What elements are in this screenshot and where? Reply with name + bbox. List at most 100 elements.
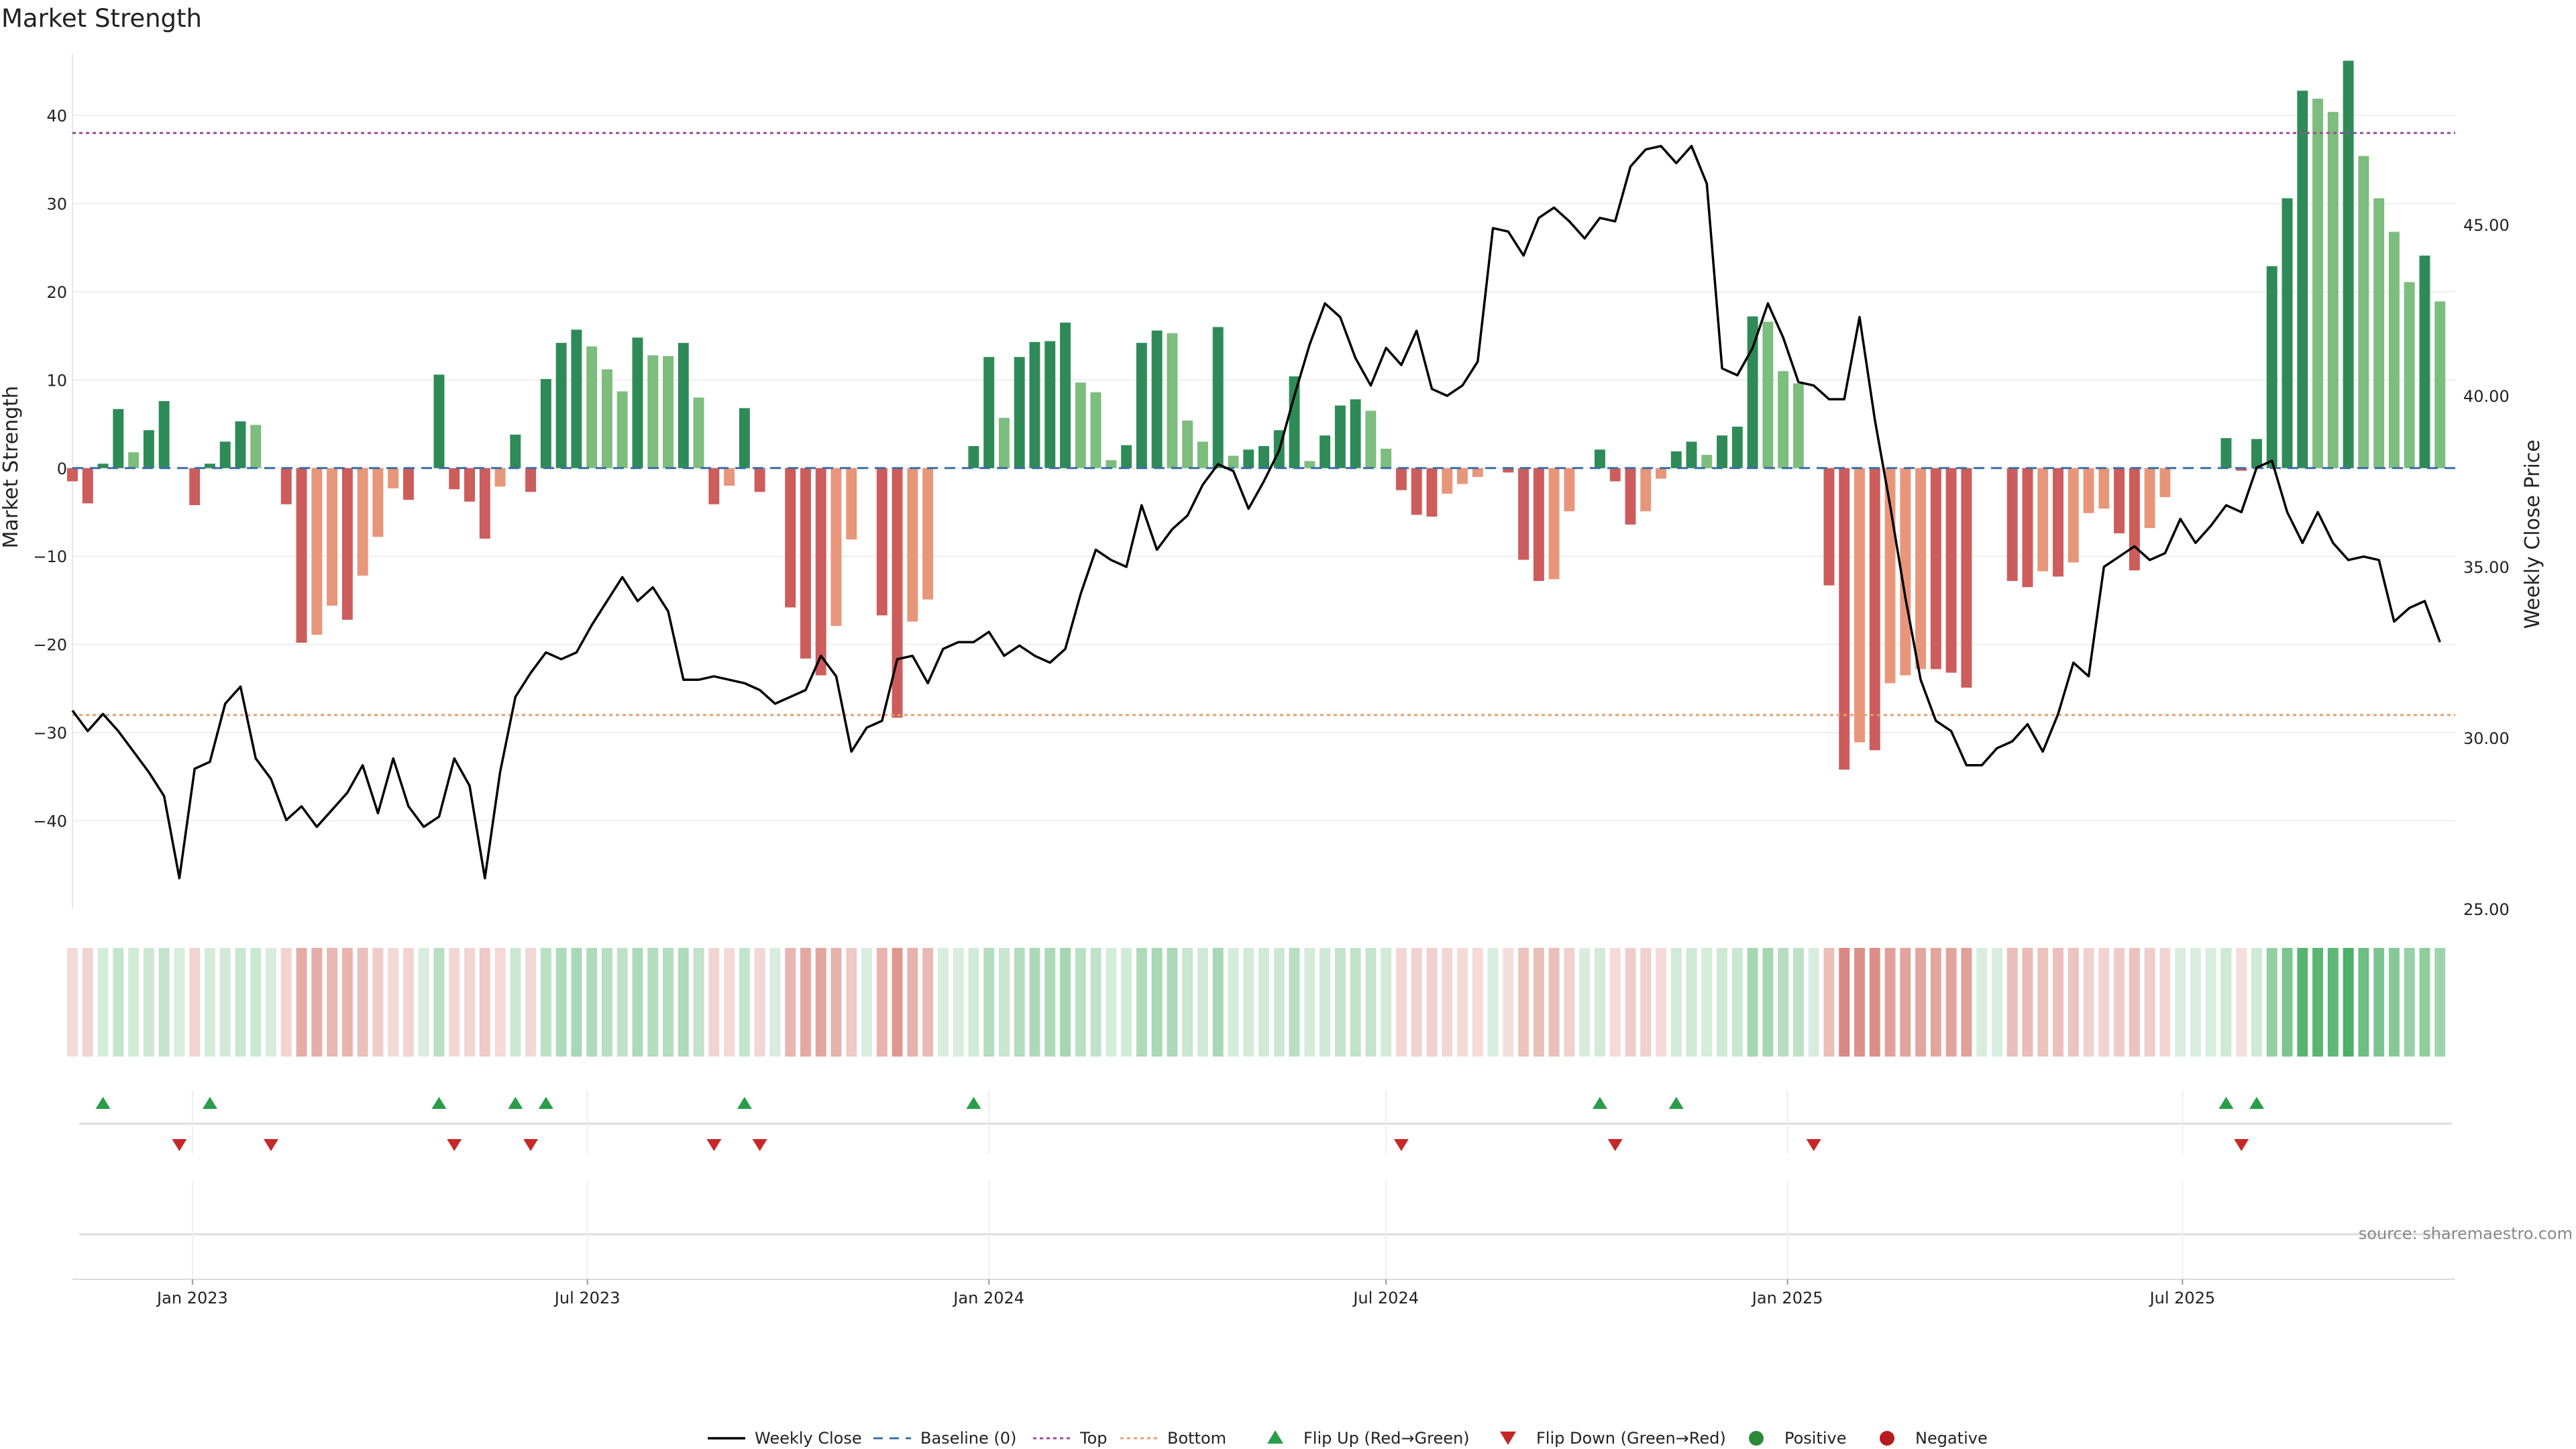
strength-bar-148 (2327, 111, 2339, 468)
legend-label-7: Negative (1915, 1429, 1988, 1448)
heat-cell-8 (189, 948, 201, 1057)
strength-bar-84 (1350, 399, 1361, 468)
strength-bar-131 (2068, 468, 2079, 563)
strength-bar-32 (555, 343, 567, 468)
heat-cell-28 (494, 948, 506, 1057)
strength-bar-80 (1289, 376, 1300, 468)
heat-cell-73 (1182, 948, 1193, 1057)
flip-down-marker-7 (172, 1139, 187, 1151)
heat-cell-31 (540, 948, 551, 1057)
flip-up-marker-24 (431, 1097, 447, 1109)
heat-cell-90 (1442, 948, 1453, 1057)
heat-cell-52 (861, 948, 872, 1057)
strength-bar-155 (2434, 301, 2446, 468)
heat-cell-134 (2114, 948, 2125, 1057)
right-axis: 25.00 30.00 35.00 40.00 45.00 (2463, 216, 2510, 919)
heat-cell-77 (1243, 948, 1254, 1057)
left-tick-5: 10 (46, 371, 67, 390)
heat-cell-137 (2159, 948, 2171, 1057)
strength-bar-91 (1457, 468, 1468, 484)
legend-label-2: Top (1079, 1429, 1108, 1448)
flip-down-marker-101 (1607, 1139, 1623, 1151)
heat-cell-96 (1533, 948, 1544, 1057)
flip-down-marker-13 (264, 1139, 278, 1151)
strength-bar-103 (1640, 468, 1652, 512)
strength-bar-41 (693, 397, 704, 468)
heat-cell-4 (128, 948, 140, 1057)
strength-bar-88 (1411, 468, 1422, 515)
x-tick-label-1: Jul 2023 (553, 1289, 621, 1307)
flip-up-marker-105 (1668, 1097, 1684, 1109)
heat-cell-133 (2098, 948, 2110, 1057)
strength-bar-1 (82, 468, 93, 504)
strength-bar-25 (449, 468, 460, 490)
strength-bar-20 (372, 468, 384, 537)
heat-cell-2 (97, 948, 109, 1057)
strength-bar-111 (1762, 321, 1774, 468)
heat-cell-78 (1258, 948, 1269, 1057)
flip-up-marker-9 (202, 1097, 217, 1109)
heat-cell-150 (2358, 948, 2369, 1057)
flip-up-marker-100 (1592, 1097, 1607, 1109)
strength-bar-64 (1044, 341, 1056, 468)
heat-cell-107 (1701, 948, 1713, 1057)
heat-cell-142 (2236, 948, 2247, 1057)
heat-cell-42 (708, 948, 720, 1057)
heat-cell-75 (1212, 948, 1224, 1057)
legend-item-6: Positive (1749, 1429, 1847, 1448)
strength-bar-76 (1228, 455, 1239, 468)
heat-cell-118 (1869, 948, 1880, 1057)
flip-down-marker-42 (706, 1139, 722, 1151)
heat-cell-64 (1044, 948, 1056, 1057)
heat-cell-123 (1945, 948, 1957, 1057)
strength-bar-97 (1548, 468, 1560, 580)
heat-cell-62 (1014, 948, 1025, 1057)
strength-bar-42 (708, 468, 720, 504)
strength-bar-36 (616, 391, 628, 468)
strength-bar-130 (2053, 468, 2063, 577)
heat-cell-45 (754, 948, 765, 1057)
heat-cell-13 (266, 948, 276, 1057)
heat-cell-15 (296, 948, 307, 1057)
strength-bar-89 (1426, 468, 1438, 517)
heat-cell-122 (1930, 948, 1941, 1057)
strength-bar-116 (1839, 468, 1850, 770)
strength-bar-117 (1854, 468, 1865, 743)
legend-label-4: Flip Up (Red→Green) (1303, 1429, 1470, 1448)
strength-bar-127 (2006, 468, 2018, 582)
strength-bar-105 (1670, 451, 1682, 468)
heat-cell-39 (663, 948, 674, 1057)
heat-cell-86 (1381, 948, 1392, 1057)
heat-cell-126 (1991, 948, 2002, 1057)
strength-bar-144 (2266, 266, 2277, 468)
strength-bar-54 (892, 468, 903, 718)
heat-cell-98 (1564, 948, 1575, 1057)
heat-cell-56 (922, 948, 934, 1057)
heat-cell-105 (1670, 948, 1682, 1057)
heat-cell-154 (2419, 948, 2430, 1057)
legend-item-3: Bottom (1120, 1429, 1226, 1448)
heat-cell-12 (250, 948, 262, 1057)
heat-cell-95 (1518, 948, 1529, 1057)
heat-cell-7 (174, 948, 185, 1057)
heat-cell-49 (815, 948, 826, 1057)
heat-cell-103 (1640, 948, 1652, 1057)
strength-bar-81 (1304, 461, 1316, 468)
heat-cell-57 (937, 948, 949, 1057)
heat-cell-68 (1106, 948, 1117, 1057)
strength-bar-0 (67, 468, 78, 482)
heat-cell-50 (830, 948, 842, 1057)
strength-bar-82 (1320, 435, 1331, 468)
strength-bar-21 (388, 468, 399, 489)
strength-bar-16 (311, 468, 323, 635)
strength-bar-115 (1823, 468, 1835, 586)
heat-cell-149 (2343, 948, 2354, 1057)
strength-bar-128 (2022, 468, 2033, 588)
heat-cell-84 (1350, 948, 1361, 1057)
heat-cell-82 (1320, 948, 1331, 1057)
heat-cell-83 (1334, 948, 1346, 1057)
heat-cell-17 (327, 948, 338, 1057)
heat-cell-106 (1686, 948, 1697, 1057)
strength-bar-141 (2220, 438, 2232, 468)
